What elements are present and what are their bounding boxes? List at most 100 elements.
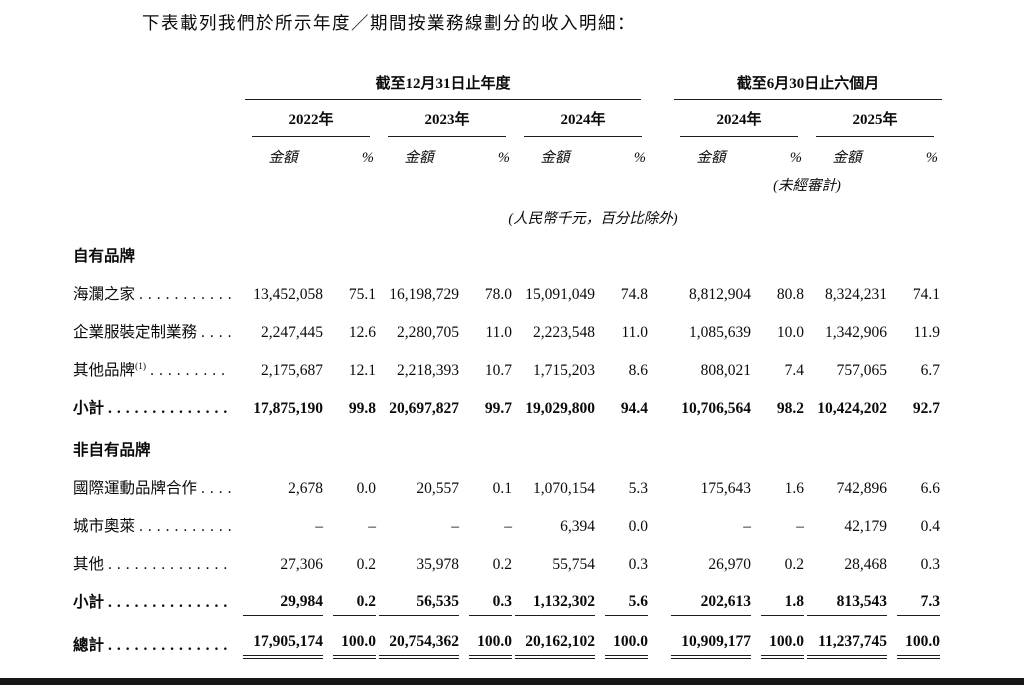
pct-cell: 1.8 [761,578,807,616]
dot-leader: ......... [150,362,230,379]
pct-cell: 0.4 [920,518,940,535]
dot-leader: .............. [108,594,233,611]
pct-cell: 12.6 [348,324,376,341]
amount-cell: – [743,518,751,535]
audit-note-row: (未經審計) [73,167,943,195]
amount-cell: 813,543 [807,578,897,616]
row-label-text: 小計 [73,594,105,611]
row-label: 其他.............. [73,540,243,578]
pct-header: % [497,150,510,166]
table-row: 企業服裝定制業務.... 2,247,445 12.6 2,280,705 11.0 2,… [73,308,943,346]
amount-cell: 28,468 [844,556,887,573]
group-gap [651,384,671,422]
pct-cell: 12.1 [348,362,376,379]
group-gap [651,502,671,540]
table-row: 城市奧萊........... – – – – 6,394 0.0 – – 42,179 0.4 [73,502,943,540]
year-label-2025-interim: 2025年 [816,108,934,137]
pct-cell: 98.2 [776,400,804,417]
pct-cell: 0.3 [469,578,515,616]
pct-cell: – [504,518,512,535]
pct-cell: 0.3 [628,556,648,573]
pct-cell: 6.6 [920,480,940,497]
row-label-text: 總計 [73,637,105,654]
dot-leader: ........... [139,518,237,535]
page-bottom-bar [0,678,1024,685]
amount-cell: 55,754 [552,556,595,573]
pct-cell: 11.9 [913,324,940,341]
amount-cell: 10,909,177 [671,616,761,659]
dot-leader: .............. [108,556,233,573]
amount-header: 金額 [696,150,726,166]
amount-cell: 17,875,190 [253,400,323,417]
pct-cell: 0.2 [492,556,512,573]
pct-cell: 94.4 [620,400,648,417]
pct-cell: 1.6 [784,480,804,497]
pct-cell: 0.3 [920,556,940,573]
amount-cell: 8,324,231 [825,286,887,303]
amount-cell: 1,070,154 [533,480,595,497]
amount-cell: 42,179 [844,518,887,535]
amount-cell: 20,754,362 [379,616,469,659]
amount-cell: 10,424,202 [817,400,887,417]
pct-cell: 6.7 [920,362,940,379]
amount-cell: 17,905,174 [243,616,333,659]
row-label-text: 非自有品牌 [73,442,151,459]
group-header-row: 截至12月31日止年度 截至6月30日止六個月 [73,70,943,100]
pct-cell: 100.0 [469,616,515,659]
audit-note: (未經審計) [773,178,841,194]
amount-cell: 56,535 [379,578,469,616]
pct-cell: 92.7 [912,400,940,417]
pct-cell: 0.2 [356,556,376,573]
amount-header: 金額 [540,150,570,166]
amount-cell: 808,021 [700,362,751,379]
amount-cell: 175,643 [700,480,751,497]
amount-header: 金額 [832,150,862,166]
pct-cell: 10.0 [776,324,804,341]
table-row: 自有品牌 [73,228,943,270]
pct-cell: 80.8 [776,286,804,303]
group-gap [651,270,671,308]
amount-cell: 757,065 [836,362,887,379]
amount-cell: 2,175,687 [261,362,323,379]
amount-cell: 6,394 [560,518,595,535]
amount-cell: 1,085,639 [689,324,751,341]
amount-cell: 2,218,393 [397,362,459,379]
amount-cell: 19,029,800 [525,400,595,417]
intro-text: 下表載列我們於所示年度／期間按業務線劃分的收入明細： [142,13,636,33]
amount-cell: 20,697,827 [389,400,459,417]
year-label-2023: 2023年 [388,108,506,137]
row-label: 非自有品牌 [73,422,243,464]
pct-cell: – [368,518,376,535]
unit-note: (人民幣千元，百分比除外) [508,211,678,227]
dot-leader: .............. [108,400,233,417]
amount-cell: 10,706,564 [681,400,751,417]
pct-cell: 8.6 [628,362,648,379]
table-row: 非自有品牌 [73,422,943,464]
amount-cell: 20,557 [416,480,459,497]
amount-cell: 16,198,729 [389,286,459,303]
row-label-text: 企業服裝定制業務 [73,324,198,341]
row-label: 國際運動品牌合作.... [73,464,243,502]
row-label-text: 海瀾之家 [73,286,136,303]
unit-note-row: (人民幣千元，百分比除外) [73,195,943,228]
amount-header: 金額 [404,150,434,166]
pct-header: % [361,150,374,166]
pct-header: % [633,150,646,166]
table-row: 海瀾之家........... 13,452,058 75.1 16,198,729 7… [73,270,943,308]
row-label-text: 小計 [73,400,105,417]
pct-header: % [789,150,802,166]
amount-cell: 20,162,102 [515,616,605,659]
amount-cell: 202,613 [671,578,761,616]
row-label-text: 城市奧萊 [73,518,136,535]
amount-cell: 11,237,745 [807,616,897,659]
row-label: 企業服裝定制業務.... [73,308,243,346]
empty-cell [243,228,943,270]
year-label-2024: 2024年 [524,108,642,137]
amount-cell: 2,223,548 [533,324,595,341]
dot-leader: .... [201,480,237,497]
dot-leader: ........... [139,286,237,303]
row-label: 自有品牌 [73,228,243,270]
amount-cell: – [451,518,459,535]
row-label: 城市奧萊........... [73,502,243,540]
group-interim-title: 截至6月30日止六個月 [674,72,942,100]
